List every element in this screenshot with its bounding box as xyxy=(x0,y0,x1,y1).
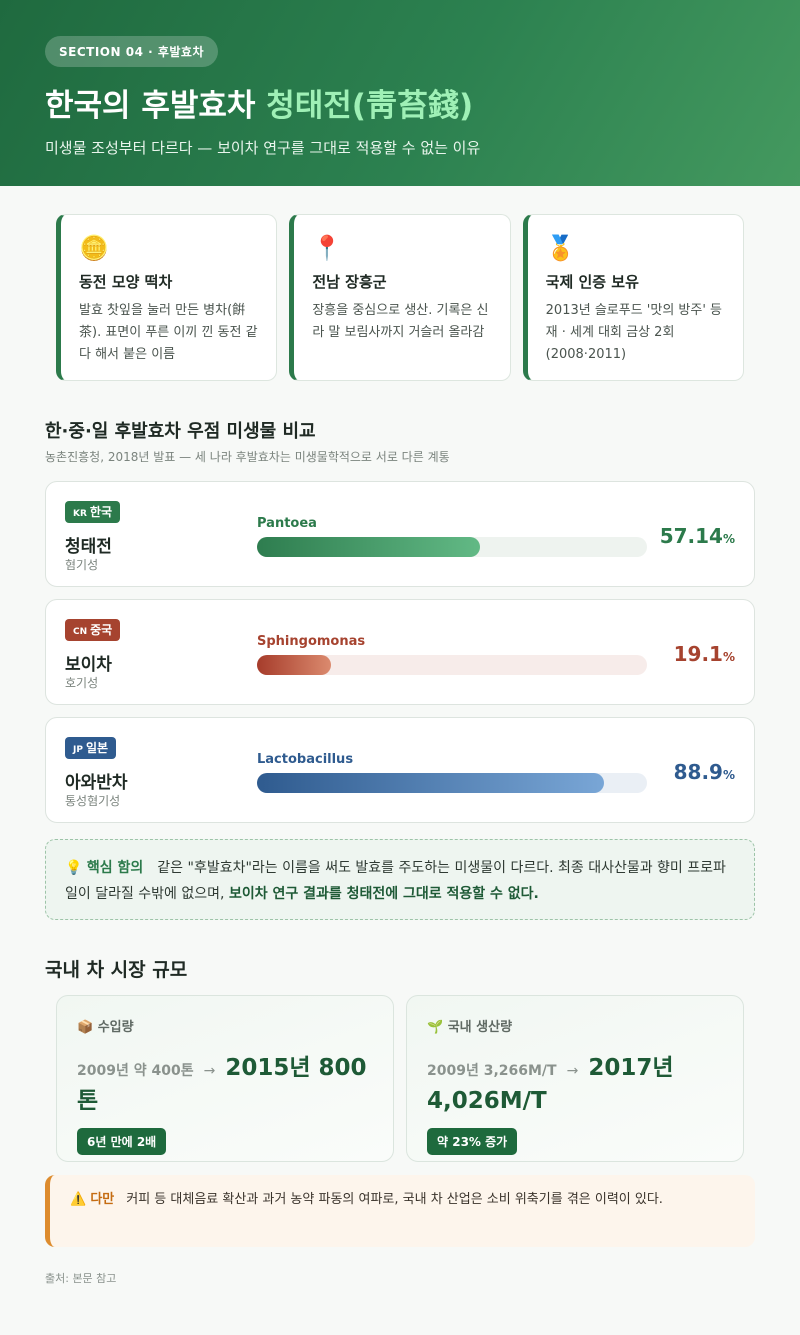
percent-number: 19.1 xyxy=(673,642,723,666)
box-icon: 📦 xyxy=(77,1020,94,1035)
stat-from: 2009년 3,266M/T xyxy=(427,1063,557,1079)
bar-track xyxy=(257,773,647,793)
sprout-icon: 🌱 xyxy=(427,1020,444,1035)
insight-emphasis: 보이차 연구 결과를 청태전에 그대로 적용할 수 없다. xyxy=(228,886,539,902)
percent-value: 88.9% xyxy=(674,760,735,784)
feature-title: 전남 장흥군 xyxy=(312,273,387,291)
microbe-name: Lactobacillus xyxy=(257,752,354,767)
insight-label: 핵심 함의 xyxy=(86,860,144,876)
market-title: 국내 차 시장 규모 xyxy=(45,959,188,981)
percent-unit: % xyxy=(722,768,735,782)
source-note: 출처: 본문 참고 xyxy=(45,1272,117,1285)
tea-name: 아와반차 xyxy=(65,773,128,793)
country-badge: CN 중국 xyxy=(65,619,121,641)
stat-card-imports: 📦 수입량 2009년 약 400톤 → 2015년 800톤 6년 만에 2배 xyxy=(56,995,394,1162)
bulb-icon: 💡 xyxy=(65,860,83,876)
page-subtitle: 미생물 조성부터 다르다 — 보이차 연구를 그대로 적용할 수 없는 이유 xyxy=(45,139,481,157)
country-name: 중국 xyxy=(90,623,113,637)
title-accent: 청태전(靑苔錢) xyxy=(266,88,474,124)
percent-number: 88.9 xyxy=(673,760,723,784)
pin-icon: 📍 xyxy=(312,234,343,262)
percent-number: 57.14 xyxy=(659,524,723,548)
feature-card-certification: 🏅 국제 인증 보유 2013년 슬로푸드 '맛의 방주' 등재 · 세계 대회… xyxy=(522,214,744,381)
feature-desc: 2013년 슬로푸드 '맛의 방주' 등재 · 세계 대회 금상 2회 (200… xyxy=(545,303,723,362)
feature-title: 국제 인증 보유 xyxy=(545,273,639,291)
microbe-name: Pantoea xyxy=(257,516,317,531)
microbe-name: Sphingomonas xyxy=(257,634,366,649)
feature-desc: 장흥을 중심으로 생산. 기록은 신라 말 보림사까지 거슬러 올라감 xyxy=(312,303,489,340)
stat-tag: 약 23% 증가 xyxy=(427,1128,518,1155)
feature-desc: 발효 찻잎을 눌러 만든 병차(餠茶). 표면이 푸른 이끼 낀 동전 같다 해… xyxy=(79,303,258,362)
warning-box: ⚠️ 다만 커피 등 대체음료 확산과 과거 농약 파동의 여파로, 국내 차 산… xyxy=(45,1175,755,1247)
feature-card-coin: 🪙 동전 모양 떡차 발효 찻잎을 눌러 만든 병차(餠茶). 표면이 푸른 이… xyxy=(56,214,278,381)
bar-track xyxy=(257,537,647,557)
feature-title: 동전 모양 떡차 xyxy=(79,273,173,291)
stat-label: 수입량 xyxy=(97,1020,134,1035)
country-name: 한국 xyxy=(89,505,112,519)
tea-type: 호기성 xyxy=(65,676,99,690)
comparison-title: 한·중·일 후발효차 우점 미생물 비교 xyxy=(45,421,316,442)
bar-fill xyxy=(257,537,480,557)
insight-box: 💡 핵심 함의 같은 "후발효차"라는 이름을 써도 발효를 주도하는 미생물이 … xyxy=(45,839,755,920)
section-pill: SECTION 04 · 후발효차 xyxy=(45,36,218,67)
bar-fill xyxy=(257,655,332,675)
tea-type: 혐기성 xyxy=(65,558,99,572)
comparison-subtitle: 농촌진흥청, 2018년 발표 — 세 나라 후발효차는 미생물학적으로 서로 … xyxy=(45,450,450,464)
percent-value: 57.14% xyxy=(660,524,735,548)
feature-card-location: 📍 전남 장흥군 장흥을 중심으로 생산. 기록은 신라 말 보림사까지 거슬러… xyxy=(289,214,511,381)
arrow-right-icon: → xyxy=(203,1063,216,1079)
page-title: 한국의 후발효차 청태전(靑苔錢) xyxy=(45,87,755,125)
country-code: KR xyxy=(73,509,87,519)
bar-fill xyxy=(257,773,604,793)
percent-unit: % xyxy=(722,532,735,546)
country-badge: KR 한국 xyxy=(65,501,120,523)
stat-from: 2009년 약 400톤 xyxy=(77,1063,194,1079)
coin-icon: 🪙 xyxy=(79,234,109,262)
bar-track xyxy=(257,655,647,675)
stat-tag: 6년 만에 2배 xyxy=(77,1128,167,1155)
arrow-right-icon: → xyxy=(566,1063,579,1079)
tea-name: 청태전 xyxy=(65,537,112,557)
hero-header: SECTION 04 · 후발효차 한국의 후발효차 청태전(靑苔錢) 미생물 … xyxy=(0,0,800,186)
warning-icon: ⚠️ xyxy=(70,1192,87,1207)
tea-type: 통성혐기성 xyxy=(65,794,121,808)
country-code: JP xyxy=(73,745,83,755)
feature-cards: 🪙 동전 모양 떡차 발효 찻잎을 눌러 만든 병차(餠茶). 표면이 푸른 이… xyxy=(56,214,744,381)
stat-label: 국내 생산량 xyxy=(447,1020,513,1035)
percent-unit: % xyxy=(722,650,735,664)
stat-to: 2015년 800톤 xyxy=(77,1055,367,1114)
country-name: 일본 xyxy=(85,741,109,755)
stat-card-production: 🌱 국내 생산량 2009년 3,266M/T → 2017년 4,026M/T 약… xyxy=(406,995,744,1162)
tea-name: 보이차 xyxy=(65,655,112,675)
stat-to: 2017년 4,026M/T xyxy=(427,1055,674,1114)
insight-text: 같은 "후발효차"라는 이름을 써도 발효를 주도하는 미생물이 다르다. 최종… xyxy=(65,860,726,902)
title-main: 한국의 후발효차 xyxy=(45,88,267,124)
country-code: CN xyxy=(73,627,88,637)
warning-text: 커피 등 대체음료 확산과 과거 농약 파동의 여파로, 국내 차 산업은 소비… xyxy=(126,1192,663,1207)
warning-label: 다만 xyxy=(90,1192,115,1207)
country-badge: JP 일본 xyxy=(65,737,117,759)
medal-icon: 🏅 xyxy=(545,234,576,262)
percent-value: 19.1% xyxy=(674,642,735,666)
